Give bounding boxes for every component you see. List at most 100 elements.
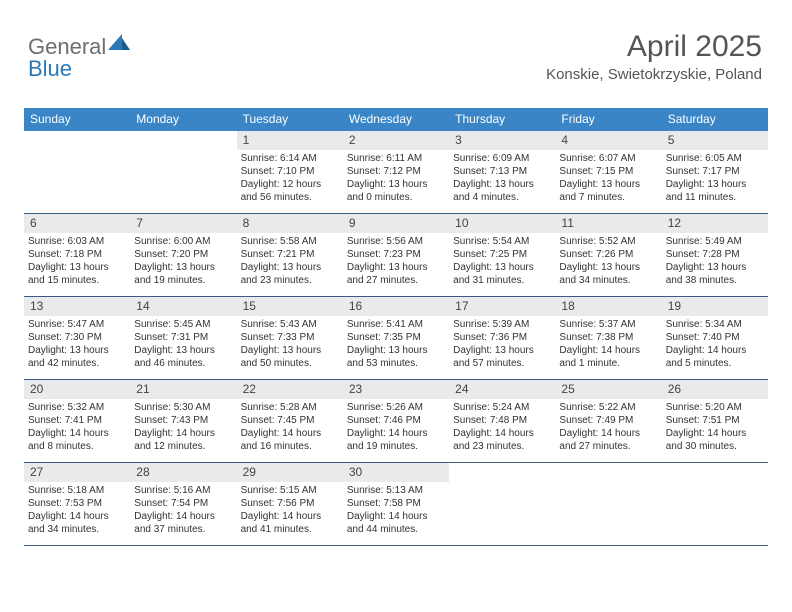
sunset-line: Sunset: 7:28 PM xyxy=(666,248,764,261)
date-number: 1 xyxy=(237,131,343,150)
daylight-line: Daylight: 14 hours and 12 minutes. xyxy=(134,427,232,453)
sunrise-line: Sunrise: 6:09 AM xyxy=(453,152,551,165)
date-number: 30 xyxy=(343,463,449,482)
sunset-line: Sunset: 7:13 PM xyxy=(453,165,551,178)
day-cell-12: 12Sunrise: 5:49 AMSunset: 7:28 PMDayligh… xyxy=(662,214,768,296)
sunrise-line: Sunrise: 5:16 AM xyxy=(134,484,232,497)
empty-cell: .... xyxy=(449,463,555,545)
daylight-line: Daylight: 13 hours and 7 minutes. xyxy=(559,178,657,204)
day-cell-24: 24Sunrise: 5:24 AMSunset: 7:48 PMDayligh… xyxy=(449,380,555,462)
calendar-grid: ........1Sunrise: 6:14 AMSunset: 7:10 PM… xyxy=(24,130,768,546)
day-cell-20: 20Sunrise: 5:32 AMSunset: 7:41 PMDayligh… xyxy=(24,380,130,462)
day-details: Sunrise: 5:41 AMSunset: 7:35 PMDaylight:… xyxy=(343,316,449,374)
day-cell-1: 1Sunrise: 6:14 AMSunset: 7:10 PMDaylight… xyxy=(237,131,343,213)
day-details: Sunrise: 5:32 AMSunset: 7:41 PMDaylight:… xyxy=(24,399,130,457)
week-row: 27Sunrise: 5:18 AMSunset: 7:53 PMDayligh… xyxy=(24,463,768,546)
date-number: 21 xyxy=(130,380,236,399)
day-cell-23: 23Sunrise: 5:26 AMSunset: 7:46 PMDayligh… xyxy=(343,380,449,462)
date-number: 11 xyxy=(555,214,661,233)
day-details: Sunrise: 5:52 AMSunset: 7:26 PMDaylight:… xyxy=(555,233,661,291)
day-cell-18: 18Sunrise: 5:37 AMSunset: 7:38 PMDayligh… xyxy=(555,297,661,379)
day-cell-7: 7Sunrise: 6:00 AMSunset: 7:20 PMDaylight… xyxy=(130,214,236,296)
sunrise-line: Sunrise: 5:43 AM xyxy=(241,318,339,331)
sunset-line: Sunset: 7:40 PM xyxy=(666,331,764,344)
page-title: April 2025 xyxy=(546,30,762,64)
day-header-sunday: Sunday xyxy=(24,108,130,130)
daylight-line: Daylight: 14 hours and 1 minute. xyxy=(559,344,657,370)
day-details: Sunrise: 5:47 AMSunset: 7:30 PMDaylight:… xyxy=(24,316,130,374)
day-cell-22: 22Sunrise: 5:28 AMSunset: 7:45 PMDayligh… xyxy=(237,380,343,462)
sunrise-line: Sunrise: 5:13 AM xyxy=(347,484,445,497)
sunset-line: Sunset: 7:33 PM xyxy=(241,331,339,344)
date-number: 5 xyxy=(662,131,768,150)
week-row: ........1Sunrise: 6:14 AMSunset: 7:10 PM… xyxy=(24,131,768,214)
day-header-row: SundayMondayTuesdayWednesdayThursdayFrid… xyxy=(24,108,768,130)
sunrise-line: Sunrise: 6:05 AM xyxy=(666,152,764,165)
empty-cell: .... xyxy=(130,131,236,213)
sunset-line: Sunset: 7:53 PM xyxy=(28,497,126,510)
day-details: Sunrise: 6:11 AMSunset: 7:12 PMDaylight:… xyxy=(343,150,449,208)
sunset-line: Sunset: 7:17 PM xyxy=(666,165,764,178)
sunset-line: Sunset: 7:23 PM xyxy=(347,248,445,261)
sunrise-line: Sunrise: 5:24 AM xyxy=(453,401,551,414)
daylight-line: Daylight: 14 hours and 37 minutes. xyxy=(134,510,232,536)
day-details: Sunrise: 5:58 AMSunset: 7:21 PMDaylight:… xyxy=(237,233,343,291)
date-number: 12 xyxy=(662,214,768,233)
date-number: 29 xyxy=(237,463,343,482)
day-details: Sunrise: 6:03 AMSunset: 7:18 PMDaylight:… xyxy=(24,233,130,291)
day-cell-26: 26Sunrise: 5:20 AMSunset: 7:51 PMDayligh… xyxy=(662,380,768,462)
daylight-line: Daylight: 13 hours and 57 minutes. xyxy=(453,344,551,370)
logo-text-2: Blue xyxy=(28,56,72,82)
day-details: Sunrise: 5:49 AMSunset: 7:28 PMDaylight:… xyxy=(662,233,768,291)
daylight-line: Daylight: 13 hours and 53 minutes. xyxy=(347,344,445,370)
sunset-line: Sunset: 7:54 PM xyxy=(134,497,232,510)
day-cell-17: 17Sunrise: 5:39 AMSunset: 7:36 PMDayligh… xyxy=(449,297,555,379)
date-number: 24 xyxy=(449,380,555,399)
date-number: 2 xyxy=(343,131,449,150)
day-cell-21: 21Sunrise: 5:30 AMSunset: 7:43 PMDayligh… xyxy=(130,380,236,462)
day-cell-13: 13Sunrise: 5:47 AMSunset: 7:30 PMDayligh… xyxy=(24,297,130,379)
day-cell-8: 8Sunrise: 5:58 AMSunset: 7:21 PMDaylight… xyxy=(237,214,343,296)
calendar: SundayMondayTuesdayWednesdayThursdayFrid… xyxy=(24,108,768,546)
date-number: 4 xyxy=(555,131,661,150)
day-details: Sunrise: 5:28 AMSunset: 7:45 PMDaylight:… xyxy=(237,399,343,457)
date-number: 3 xyxy=(449,131,555,150)
sunset-line: Sunset: 7:20 PM xyxy=(134,248,232,261)
daylight-line: Daylight: 13 hours and 15 minutes. xyxy=(28,261,126,287)
sunset-line: Sunset: 7:21 PM xyxy=(241,248,339,261)
day-cell-27: 27Sunrise: 5:18 AMSunset: 7:53 PMDayligh… xyxy=(24,463,130,545)
daylight-line: Daylight: 13 hours and 19 minutes. xyxy=(134,261,232,287)
day-details: Sunrise: 5:16 AMSunset: 7:54 PMDaylight:… xyxy=(130,482,236,540)
daylight-line: Daylight: 14 hours and 8 minutes. xyxy=(28,427,126,453)
sunrise-line: Sunrise: 5:45 AM xyxy=(134,318,232,331)
day-cell-2: 2Sunrise: 6:11 AMSunset: 7:12 PMDaylight… xyxy=(343,131,449,213)
day-cell-25: 25Sunrise: 5:22 AMSunset: 7:49 PMDayligh… xyxy=(555,380,661,462)
daylight-line: Daylight: 13 hours and 23 minutes. xyxy=(241,261,339,287)
sunset-line: Sunset: 7:45 PM xyxy=(241,414,339,427)
sunset-line: Sunset: 7:41 PM xyxy=(28,414,126,427)
date-number: 27 xyxy=(24,463,130,482)
sunset-line: Sunset: 7:10 PM xyxy=(241,165,339,178)
week-row: 13Sunrise: 5:47 AMSunset: 7:30 PMDayligh… xyxy=(24,297,768,380)
day-details: Sunrise: 5:43 AMSunset: 7:33 PMDaylight:… xyxy=(237,316,343,374)
day-details: Sunrise: 6:07 AMSunset: 7:15 PMDaylight:… xyxy=(555,150,661,208)
date-number: 13 xyxy=(24,297,130,316)
day-header-wednesday: Wednesday xyxy=(343,108,449,130)
daylight-line: Daylight: 12 hours and 56 minutes. xyxy=(241,178,339,204)
sunrise-line: Sunrise: 5:15 AM xyxy=(241,484,339,497)
sunrise-line: Sunrise: 5:49 AM xyxy=(666,235,764,248)
sunrise-line: Sunrise: 5:52 AM xyxy=(559,235,657,248)
day-details: Sunrise: 5:54 AMSunset: 7:25 PMDaylight:… xyxy=(449,233,555,291)
sunset-line: Sunset: 7:15 PM xyxy=(559,165,657,178)
sunset-line: Sunset: 7:43 PM xyxy=(134,414,232,427)
week-row: 20Sunrise: 5:32 AMSunset: 7:41 PMDayligh… xyxy=(24,380,768,463)
day-cell-3: 3Sunrise: 6:09 AMSunset: 7:13 PMDaylight… xyxy=(449,131,555,213)
sunset-line: Sunset: 7:30 PM xyxy=(28,331,126,344)
day-details: Sunrise: 5:30 AMSunset: 7:43 PMDaylight:… xyxy=(130,399,236,457)
sunset-line: Sunset: 7:48 PM xyxy=(453,414,551,427)
day-details: Sunrise: 5:45 AMSunset: 7:31 PMDaylight:… xyxy=(130,316,236,374)
day-cell-19: 19Sunrise: 5:34 AMSunset: 7:40 PMDayligh… xyxy=(662,297,768,379)
header: April 2025 Konskie, Swietokrzyskie, Pola… xyxy=(546,30,762,83)
day-details: Sunrise: 5:15 AMSunset: 7:56 PMDaylight:… xyxy=(237,482,343,540)
date-number: 22 xyxy=(237,380,343,399)
